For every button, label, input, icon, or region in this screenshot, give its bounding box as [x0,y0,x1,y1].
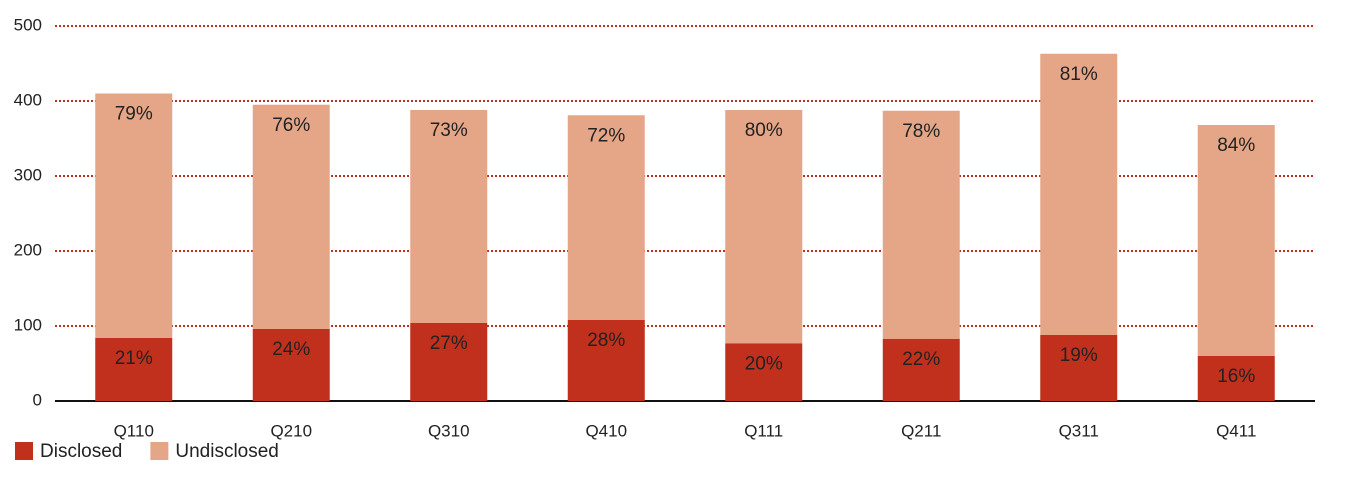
bar-segment [882,110,960,339]
bar-segment [1040,53,1118,335]
bar-label: 28% [587,330,625,351]
bar-label: 19% [1060,345,1098,366]
y-tick-label: 500 [14,15,42,34]
x-tick-label: Q410 [585,421,627,440]
bar-label: 84% [1217,135,1255,156]
bar-segment [725,110,803,344]
x-tick-label: Q111 [744,421,783,440]
bar-label: 24% [272,339,310,360]
y-tick-label: 0 [33,390,42,409]
bar-segment [725,343,803,401]
legend-label: Disclosed [40,441,122,462]
x-tick-label: Q211 [901,421,941,440]
bar-label: 22% [902,349,940,370]
y-tick-label: 300 [14,165,42,184]
bar-segment [95,338,173,401]
x-tick-label: Q411 [1216,421,1256,440]
legend-swatch [150,442,169,460]
legend-label: Undisclosed [175,441,279,462]
bar-segment [95,93,173,338]
bar-segment [252,104,330,329]
bar-label: 79% [115,104,153,125]
x-tick-label: Q310 [428,421,470,440]
bar-label: 27% [430,333,468,354]
bar-label: 80% [745,120,783,141]
y-tick-label: 100 [14,315,42,334]
bar-label: 78% [902,121,940,142]
bar-segment [252,329,330,401]
bar-label: 72% [587,125,625,146]
bar-label: 16% [1217,366,1255,387]
bar-segment [567,115,645,320]
bar-segment [882,338,960,401]
legend-swatch [15,442,33,460]
bar-segment [1040,335,1118,401]
y-tick-label: 400 [14,90,42,109]
y-tick-label: 200 [14,240,42,259]
bar-label: 73% [430,120,468,141]
x-tick-label: Q311 [1059,421,1099,440]
bar-segment [410,323,488,401]
bar-segment [1197,125,1275,356]
bar-label: 76% [272,115,310,136]
x-tick-label: Q210 [270,421,312,440]
bar-segment [567,320,645,401]
bar-segment [1197,356,1275,401]
bar-label: 81% [1060,64,1098,85]
x-tick-label: Q110 [114,421,154,440]
bar-label: 20% [745,353,783,374]
bar-label: 21% [115,348,153,369]
bar-segment [410,110,488,323]
